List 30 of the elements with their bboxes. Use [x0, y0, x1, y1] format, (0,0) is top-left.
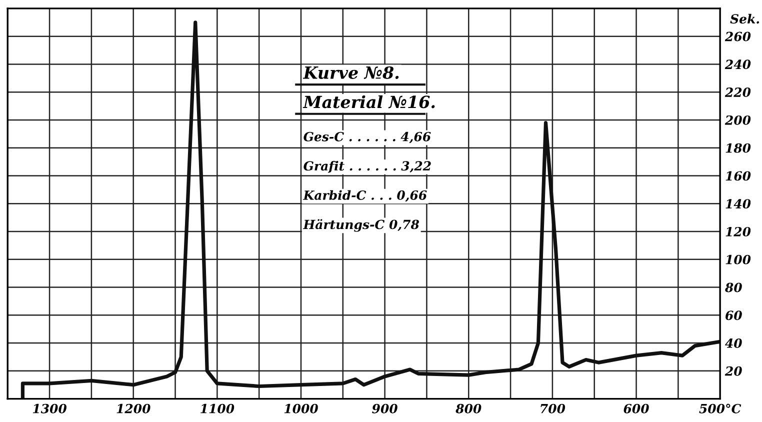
- y-tick-label: 120: [726, 226, 751, 236]
- y-tick-label: 60: [726, 310, 742, 320]
- y-axis-title: Sek.: [730, 14, 760, 24]
- y-tick-label: 140: [726, 199, 751, 209]
- x-tick-label: 900: [372, 404, 398, 414]
- y-tick-label: 40: [725, 338, 742, 348]
- line-series: [20, 20, 720, 399]
- x-tick-label: 800: [456, 404, 482, 414]
- y-tick-label: 160: [726, 171, 751, 181]
- annotation: Härtungs-C 0,78: [303, 219, 419, 232]
- annotation: Ges-C . . . . . . 4,66: [304, 132, 431, 144]
- x-tick-label: 700: [540, 404, 566, 414]
- y-tick-label: 260: [724, 32, 751, 42]
- y-tick-label: 220: [724, 88, 751, 98]
- y-tick-label: 200: [724, 115, 751, 125]
- y-tick-label: 100: [726, 254, 751, 264]
- x-tick-label: 1100: [200, 404, 234, 414]
- y-tick-label: 180: [726, 143, 751, 153]
- x-tick-label: 1000: [284, 404, 318, 414]
- x-tick-label: 600: [624, 404, 649, 414]
- x-tick-label: 1200: [116, 404, 150, 414]
- annotation: Material №16.: [302, 95, 435, 108]
- x-tick-label: 500°C: [699, 404, 742, 414]
- annotation: Kurve №8.: [302, 66, 399, 79]
- x-tick-label: 1300: [32, 404, 67, 414]
- y-tick-label: 80: [725, 282, 742, 292]
- annotation: Karbid-C . . . 0,66: [303, 190, 427, 202]
- y-tick-label: 20: [724, 366, 742, 376]
- annotation: Grafit . . . . . . 3,22: [304, 160, 431, 173]
- y-tick-label: 240: [724, 60, 751, 70]
